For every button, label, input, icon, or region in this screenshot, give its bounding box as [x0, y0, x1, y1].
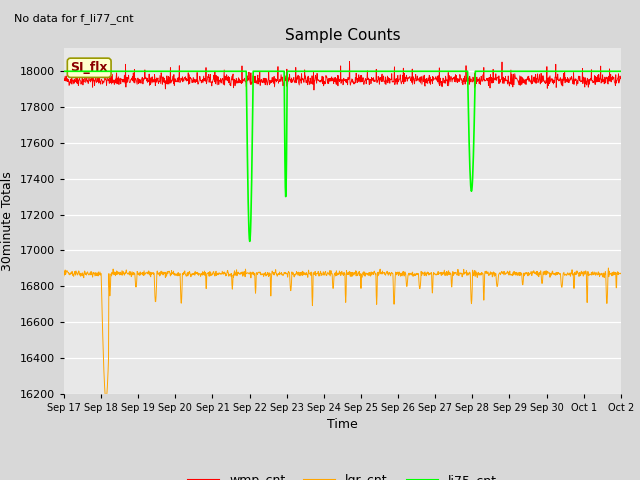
Text: No data for f_li77_cnt: No data for f_li77_cnt	[14, 13, 134, 24]
Text: SI_flx: SI_flx	[70, 61, 108, 74]
Title: Sample Counts: Sample Counts	[285, 28, 400, 43]
X-axis label: Time: Time	[327, 418, 358, 431]
Legend: wmp_cnt, lgr_cnt, li75_cnt: wmp_cnt, lgr_cnt, li75_cnt	[183, 469, 502, 480]
Y-axis label: 30minute Totals: 30minute Totals	[1, 171, 14, 271]
